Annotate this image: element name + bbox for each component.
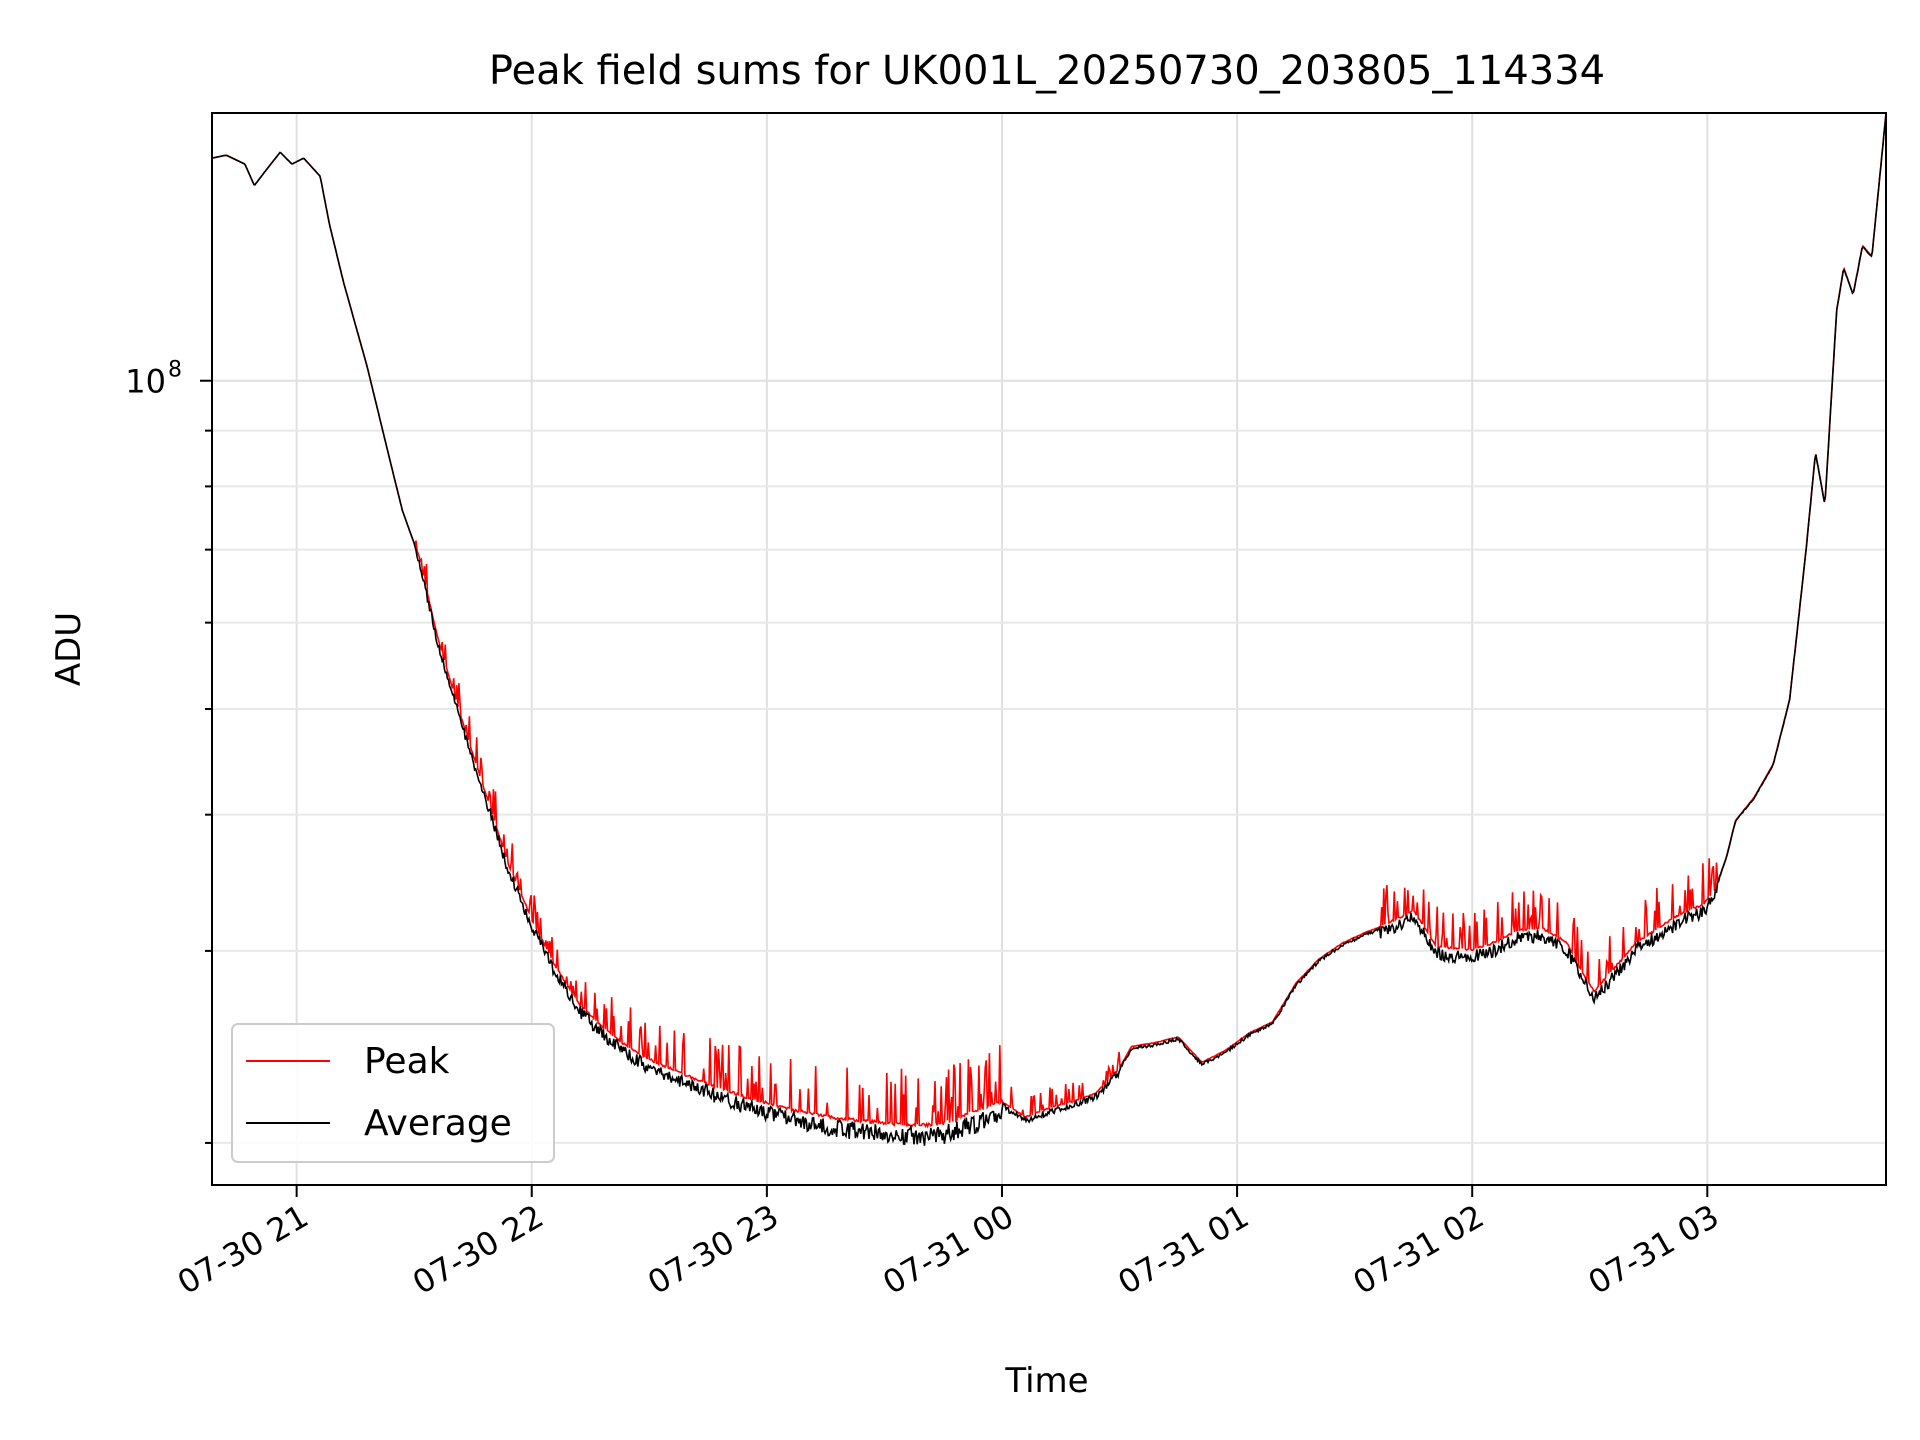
legend-box bbox=[231, 1023, 555, 1163]
legend: Peak Average bbox=[231, 1023, 555, 1163]
y-tick-base: 10 bbox=[125, 363, 166, 401]
y-axis-label: ADU bbox=[49, 612, 89, 686]
series-peak-line bbox=[211, 112, 1887, 1129]
legend-label-average: Average bbox=[364, 1103, 512, 1144]
y-tick-exponent: 8 bbox=[168, 358, 182, 383]
chart-title: Peak field sums for UK001L_20250730_2038… bbox=[489, 48, 1605, 94]
plot-area bbox=[211, 112, 1887, 1146]
x-axis-label: Time bbox=[1004, 1361, 1088, 1401]
y-axis: 10 8 bbox=[125, 358, 212, 1144]
series-average-line bbox=[211, 113, 1887, 1146]
legend-label-peak: Peak bbox=[364, 1041, 450, 1082]
plot-frame bbox=[211, 112, 1887, 1186]
y-tick-label: 10 8 bbox=[125, 358, 182, 401]
